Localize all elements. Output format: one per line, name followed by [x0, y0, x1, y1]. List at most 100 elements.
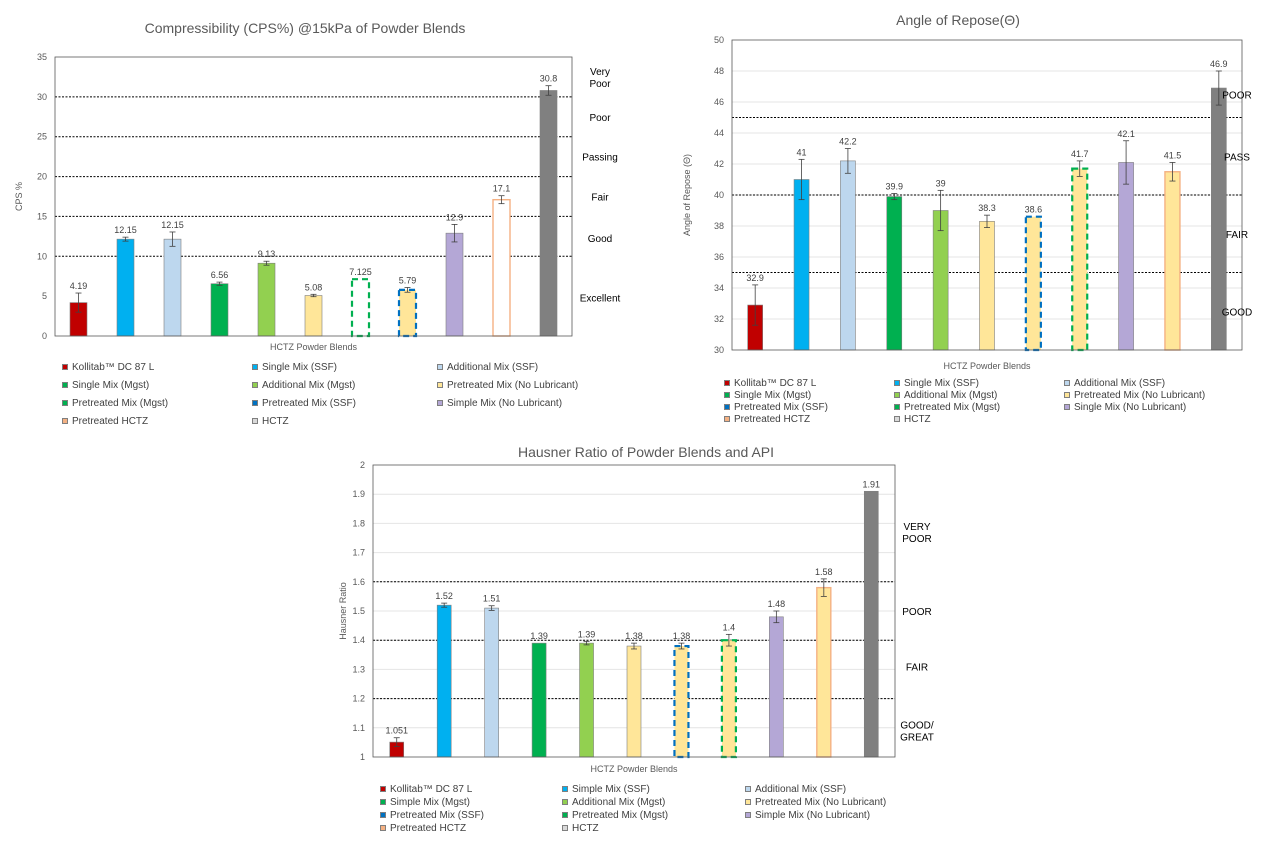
aor-plot: 30 32 34 36 38 40 42 44 46 48 50 32.9 41 42.2 39.9 39 38…: [682, 35, 1253, 371]
bar: [492, 198, 511, 337]
y-tick-label: 1.3: [352, 664, 365, 674]
bar: [304, 295, 323, 337]
y-tick-label: 46: [714, 97, 724, 107]
legend-label: Pretreated Mix (Mgst): [72, 398, 169, 409]
y-tick-label: 1.4: [352, 635, 365, 645]
bar: [1164, 171, 1181, 351]
data-label: 39: [936, 178, 946, 188]
legend-label: Simple Mix (No Lubricant): [755, 810, 871, 821]
legend-swatch: [562, 799, 568, 806]
data-label: 42.2: [839, 137, 857, 147]
zone-label: VERY POOR: [902, 522, 931, 545]
legend-item: Pretreated Mix (SSF): [724, 402, 828, 414]
legend-item: Simple Mix (SSF): [562, 784, 650, 796]
data-label: 41: [797, 147, 807, 157]
legend-item: Single Mix (No Lubricant): [1064, 402, 1186, 414]
legend-item: Simple Mix (Mgst): [380, 797, 470, 809]
x-axis-label: HCTZ Powder Blends: [943, 361, 1031, 371]
data-label: 1.48: [768, 599, 786, 609]
legend-item: HCTZ: [894, 414, 931, 426]
data-label: 39.9: [886, 181, 904, 191]
legend-swatch: [1064, 404, 1070, 411]
data-label: 12.9: [446, 212, 464, 222]
plot-frame: [54, 56, 573, 337]
legend-label: Additional Mix (Mgst): [262, 380, 356, 391]
legend-item: Kollitab™ DC 87 L: [62, 362, 154, 374]
bar: [932, 210, 949, 351]
data-label: 42.1: [1117, 129, 1135, 139]
data-label: 9.13: [258, 249, 276, 259]
legend-swatch: [894, 404, 900, 411]
bar: [720, 639, 738, 759]
legend-item: Pretreated Mix (SSF): [380, 810, 484, 822]
data-label: 1.51: [483, 594, 501, 604]
zone-label: Poor: [589, 113, 611, 124]
y-tick-label: 50: [714, 35, 724, 45]
legend-label: Pretreated Mix (No Lubricant): [755, 797, 887, 808]
hausner-plot: 1 1.1 1.2 1.3 1.4 1.5 1.6 1.7 1.8 1.9 2 1.051 1.52 1.…: [338, 460, 934, 774]
chart-title: Compressibility (CPS%) @15kPa of Powder …: [144, 20, 466, 36]
legend-label: Additional Mix (SSF): [755, 784, 847, 795]
legend-item: Pretreated Mix (Mgst): [894, 402, 1000, 414]
data-label: 1.38: [673, 631, 691, 641]
legend-swatch: [252, 382, 258, 389]
y-tick-label: 34: [714, 283, 724, 293]
zone-label: Very Poor: [589, 67, 611, 90]
y-tick-label: 1.9: [352, 489, 365, 499]
data-label: 5.08: [305, 282, 323, 292]
legend-swatch: [894, 380, 900, 387]
data-label: 38.6: [1025, 205, 1043, 215]
legend-label: Pretreated Mix (SSF): [734, 402, 828, 413]
plot-frame: [731, 39, 1243, 351]
y-tick-label: 42: [714, 159, 724, 169]
data-label: 41.7: [1071, 149, 1089, 159]
y-tick-label: 38: [714, 221, 724, 231]
legend-label: Pretreated Mix (No Lubricant): [1074, 390, 1206, 401]
legend-item: Pretreated HCTZ: [380, 823, 466, 835]
bar: [1071, 167, 1089, 352]
data-label: 46.9: [1210, 59, 1228, 69]
y-axis-label: Hausner Ratio: [338, 582, 348, 640]
legend-swatch: [1064, 380, 1070, 387]
legend-label: Additional Mix (Mgst): [904, 390, 998, 401]
legend-label: Kollitab™ DC 87 L: [734, 378, 817, 389]
bar: [436, 604, 452, 758]
data-label: 32.9: [746, 273, 764, 283]
y-tick-label: 1.1: [352, 723, 365, 733]
bar: [769, 616, 784, 758]
zone-label: FAIR: [906, 662, 928, 673]
legend-label: Pretreated Mix (Mgst): [904, 402, 1001, 413]
bar: [886, 196, 903, 351]
data-label: 1.051: [385, 726, 408, 736]
y-axis-label: CPS %: [14, 182, 24, 211]
legend-swatch: [562, 786, 568, 793]
legend-swatch: [745, 799, 751, 806]
chart-title: Hausner Ratio of Powder Blends and API: [517, 444, 775, 460]
legend-swatch: [745, 812, 751, 819]
bar: [397, 288, 418, 338]
legend-item: Kollitab™ DC 87 L: [380, 784, 472, 796]
zone-label: GOOD: [1222, 307, 1253, 318]
y-tick-label: 1.2: [352, 694, 365, 704]
legend-item: Additional Mix (Mgst): [252, 380, 355, 392]
data-label: 1.52: [435, 591, 453, 601]
x-axis-label: HCTZ Powder Blends: [590, 764, 678, 774]
legend-swatch: [894, 392, 900, 399]
legend-swatch: [380, 812, 386, 819]
bar: [840, 160, 856, 351]
legend-item: HCTZ: [562, 823, 599, 835]
zone-label: POOR: [902, 607, 931, 618]
data-label: 1.38: [625, 631, 643, 641]
bar: [257, 262, 276, 337]
legend-swatch: [724, 380, 730, 387]
legend-item: Single Mix (SSF): [252, 362, 337, 374]
bar: [979, 221, 995, 351]
legend-item: Simple Mix (No Lubricant): [437, 398, 562, 410]
legend-item: Pretreated Mix (No Lubricant): [437, 380, 578, 392]
legend-swatch: [437, 382, 443, 389]
y-tick-label: 10: [37, 251, 47, 261]
y-tick-label: 1.8: [352, 518, 365, 528]
bar: [816, 586, 832, 758]
y-tick-label: 1.5: [352, 606, 365, 616]
y-tick-label: 25: [37, 132, 47, 142]
